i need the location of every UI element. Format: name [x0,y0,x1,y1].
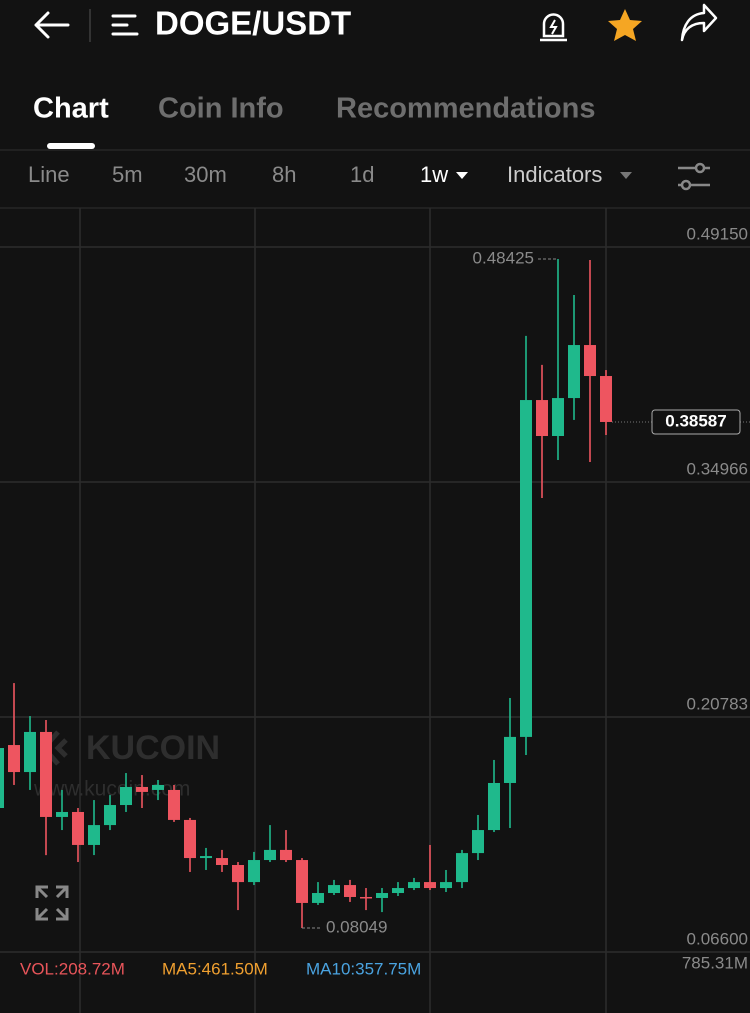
candle-body [568,345,580,399]
candle-body [344,885,356,897]
candle-body [40,731,52,817]
candle-body [472,830,484,854]
candle-body [296,860,308,903]
tab[interactable]: Chart [33,93,109,125]
candle-body [168,789,180,820]
interval[interactable]: 30m [184,162,227,187]
dropdown-arrow [620,172,632,179]
indicators-button[interactable]: Indicators [507,162,602,187]
candle-body [200,856,212,859]
min-label: 0.08049 [326,917,387,936]
candle-body [72,811,84,845]
candle-body [328,885,340,894]
volume-legend: MA5:461.50M [162,959,268,978]
candle-body [600,376,612,422]
max-label: 0.48425 [473,248,534,267]
candle-body [584,345,596,377]
candle-body [280,849,292,861]
candle-body [424,882,436,889]
candle-body [312,893,324,903]
interval[interactable]: Line [28,162,70,187]
candle-body [120,786,132,806]
candle-body [152,784,164,790]
menu-button[interactable] [111,14,139,36]
volume-axis-label: 785.31M [682,953,748,972]
watermark: KUCOIN [86,729,220,767]
candle-body [24,731,36,773]
candle-body [0,748,4,809]
last-price: 0.38587 [665,411,726,430]
candle-body [8,745,20,773]
candle-body [392,888,404,894]
y-tick-label: 0.06600 [687,929,748,948]
y-tick-label: 0.20783 [687,694,748,713]
candle-body [56,811,68,817]
candle-body [136,786,148,792]
settings-button[interactable] [678,162,710,191]
watermark: www.kucoin.com [33,778,190,801]
candle-body [88,825,100,845]
candle-body [216,858,228,866]
back-button[interactable] [34,11,70,39]
fullscreen-button[interactable] [35,885,69,921]
candle-body [504,736,516,783]
price-box [651,409,741,435]
y-tick-label: 0.49150 [687,224,748,243]
tab-underline [47,143,95,149]
share-button[interactable] [680,3,718,42]
y-tick-label: 0.34966 [687,459,748,478]
candle-body [232,865,244,883]
interval[interactable]: 1d [350,162,374,187]
candle-body [536,400,548,437]
dropdown-arrow [456,172,468,179]
plot: 0.49150 0.34966 0.20783 0.06600 0.48425 0.080… [0,224,750,953]
favorite-button[interactable] [608,9,642,41]
candle-body [552,398,564,437]
candle-body [248,860,260,883]
candle-body [104,805,116,826]
candle-body [408,882,420,889]
volume-legend: VOL:208.72M [20,959,125,978]
tab[interactable]: Recommendations [336,93,595,125]
candle-body [520,400,532,737]
candle-body [440,882,452,889]
candle-body [376,893,388,898]
candle-body [488,782,500,831]
candle-body [264,849,276,861]
interval[interactable]: 8h [272,162,296,187]
interval[interactable]: 1w [420,162,448,187]
candle-body [360,896,372,899]
candle-body [456,853,468,883]
alert-button[interactable] [540,13,567,42]
candle-body [184,819,196,859]
volume-legend: MA10:357.75M [306,959,421,978]
interval[interactable]: 5m [112,162,143,187]
pair-title: DOGE/USDT [155,5,351,42]
tab[interactable]: Coin Info [158,93,284,125]
